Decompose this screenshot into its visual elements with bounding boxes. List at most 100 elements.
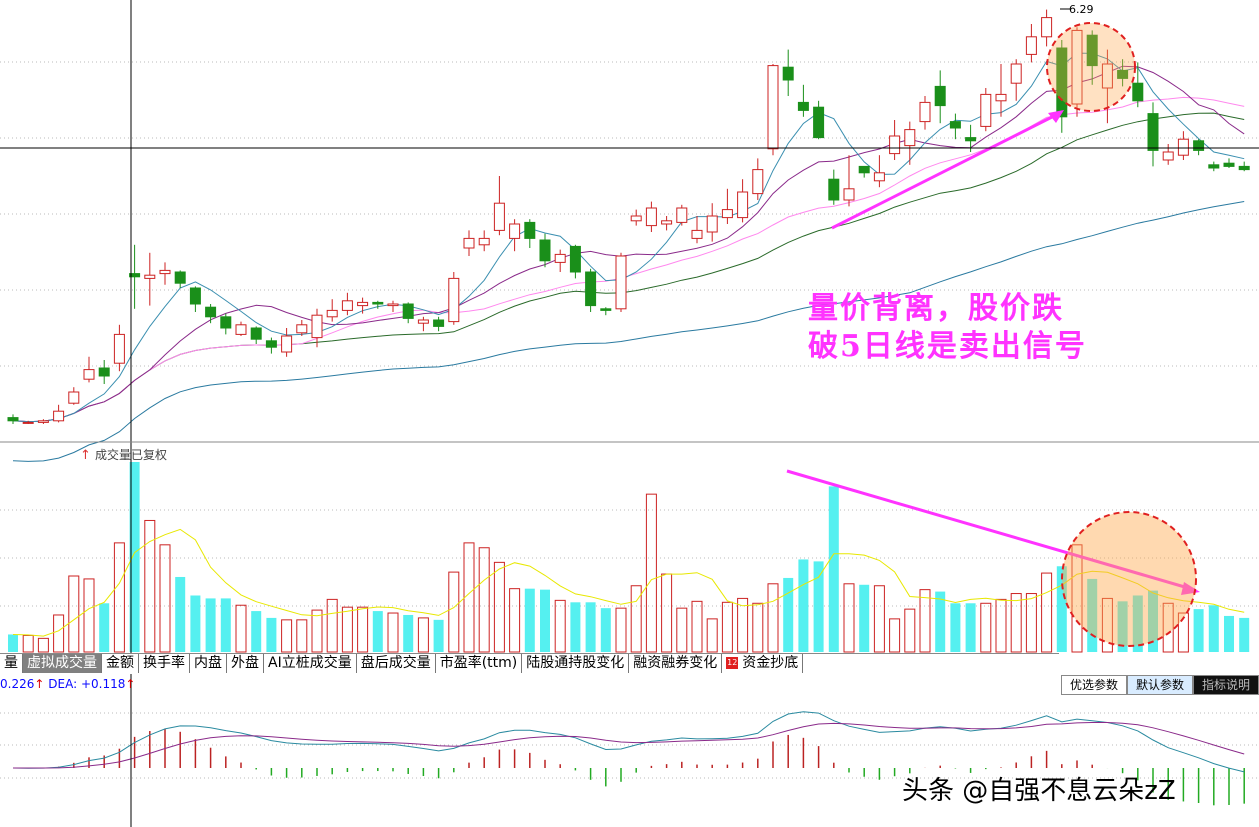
volume-bar [995,598,1007,653]
candle-body [478,237,490,246]
candle-body [904,129,916,147]
volume-bar [615,607,627,653]
volume-bar [1041,572,1053,653]
volume-bar [129,462,140,652]
volume-bar [99,603,110,652]
indicator-tabs: 量 虚拟成交量 金额 换手率 内盘 外盘 AI立桩成交量 盘后成交量 市盈率(t… [0,653,1059,674]
volume-bar [1056,566,1067,652]
volume-bar [417,617,429,653]
volume-bar [1224,615,1234,652]
candle-body [737,191,749,219]
tab-margin[interactable]: 融资融券变化 [629,654,723,673]
tab-virtual-volume[interactable]: 虚拟成交量 [23,654,102,673]
candle-body [159,269,171,275]
candle-body [402,303,414,319]
volume-bar [919,589,931,653]
volume-bar [554,599,566,653]
volume-bar [1025,593,1037,653]
volume-bar [1162,602,1174,653]
volume-bar [630,585,642,653]
candle-body [463,237,475,249]
volume-bar [889,618,901,653]
tab-ai-volume[interactable]: AI立桩成交量 [264,654,357,673]
volume-bar [828,486,839,652]
tab-turnover[interactable]: 换手率 [139,654,190,673]
candle-body [37,420,49,423]
tab-pe-ttm[interactable]: 市盈率(ttm) [436,654,523,673]
macd-values: 0.226↑ DEA: +0.118↑ [0,677,135,691]
default-params-button[interactable]: 默认参数 [1126,675,1193,695]
ma10-line [12,65,1245,423]
candle-body [1223,162,1235,167]
tab-volume[interactable]: 量 [0,654,23,673]
candle-body [7,417,19,422]
volume-bar [1010,593,1022,653]
candle-body [509,223,521,239]
peak-highlight-circle [1046,22,1136,112]
volume-bar [8,634,18,652]
annotation-line-1: 量价背离，股价跌 [808,291,1064,326]
candle-body [250,327,262,340]
volume-bar [1087,578,1098,652]
candle-body [1056,47,1068,118]
tab-northbound[interactable]: 陆股通持股变化 [522,654,630,673]
volume-bar [22,634,34,653]
tab-inner[interactable]: 内盘 [190,654,227,673]
candle-body [1208,164,1220,169]
dif-value: 0.226 [0,677,35,691]
candle-body [1193,140,1205,151]
dea-line [13,722,1245,769]
tab-amount[interactable]: 金额 [102,654,139,673]
volume-bar [68,575,80,653]
candle-body [965,137,977,142]
volume-bar [752,602,764,653]
candle-body [721,209,733,219]
volume-bar [813,561,824,652]
optimize-params-button[interactable]: 优选参数 [1060,675,1127,695]
macd-panel [12,711,1245,806]
volume-bar [113,542,125,653]
volume-highlight-circle [1061,511,1197,647]
volume-bar [235,604,247,653]
volume-ma-line [12,528,1245,637]
watermark: 头条 @自强不息云朵zZ [902,776,1176,806]
indicator-help-button[interactable]: 指标说明 [1192,675,1259,695]
tab-bottom-fishing[interactable]: 12 资金抄底 [722,654,804,673]
candle-body [934,85,946,107]
candle-body [311,314,323,339]
volume-bar [387,612,399,653]
candle-body [524,221,536,239]
volume-bars [8,462,1250,653]
candle-body [873,172,885,182]
tab-outer[interactable]: 外盘 [227,654,264,673]
candle-body [1117,69,1129,79]
volume-header-text: 成交量已复权 [95,448,168,462]
volume-bar [357,606,369,653]
volume-bar [1239,617,1250,652]
candle-body [22,421,34,424]
candle-body [174,271,186,284]
volume-bar [1193,609,1204,652]
candle-body [569,245,581,273]
moving-average-lines [12,52,1245,462]
candle-body [858,165,870,174]
volume-bar [1117,601,1128,652]
candle-body [782,66,794,81]
candle-body [767,65,779,150]
volume-bar [433,619,444,652]
volume-bar [1208,605,1219,652]
volume-bar [965,603,976,652]
param-buttons: 优选参数 默认参数 指标说明 [1060,675,1259,695]
candle-body [661,220,673,225]
candle-body [645,207,657,227]
volume-bar [783,577,794,652]
candle-body [995,93,1007,102]
candle-body [68,391,80,404]
candle-body [281,335,293,353]
tab-after-hours[interactable]: 盘后成交量 [357,654,436,673]
volume-bar [737,597,749,653]
candle-body [706,215,718,233]
volume-bar [175,576,186,652]
